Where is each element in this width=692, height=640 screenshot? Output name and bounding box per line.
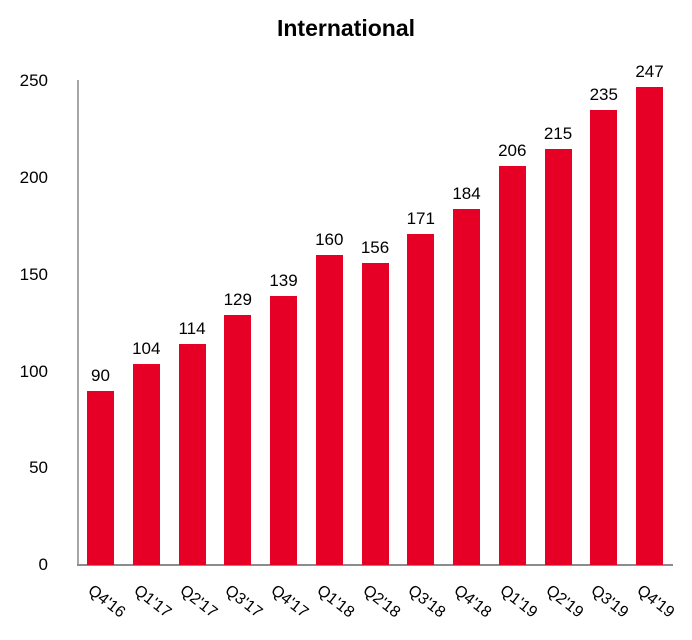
y-tick-label: 50 — [29, 458, 48, 478]
bar — [87, 390, 114, 565]
x-axis-line — [77, 564, 673, 566]
bar — [315, 255, 343, 565]
data-label: 184 — [452, 183, 481, 203]
data-label: 104 — [132, 338, 161, 358]
x-tick-label: Q3'17 — [221, 582, 266, 622]
data-label: 160 — [315, 230, 344, 250]
x-tick-label: Q2'17 — [176, 582, 220, 622]
data-label: 171 — [406, 209, 435, 229]
y-tick-label: 200 — [19, 168, 48, 187]
y-tick-label: 100 — [19, 361, 48, 381]
chart-title: International — [276, 15, 415, 41]
bar — [498, 166, 526, 565]
data-label: 114 — [178, 319, 206, 339]
y-axis-line — [77, 80, 79, 566]
bar — [361, 263, 389, 565]
x-tick-label: Q1'18 — [313, 582, 358, 622]
bar — [224, 315, 252, 565]
bar — [636, 87, 663, 565]
data-label: 247 — [635, 62, 664, 82]
y-tick-label: 150 — [19, 264, 48, 284]
x-tick-label: Q4'16 — [84, 582, 129, 622]
bar — [544, 148, 572, 565]
data-label: 139 — [269, 271, 298, 291]
bar — [407, 234, 435, 565]
bar — [453, 208, 480, 565]
x-tick-label: Q4'17 — [267, 582, 312, 622]
x-tick-label: Q1'19 — [496, 582, 541, 622]
data-label: 90 — [91, 365, 110, 385]
bar — [590, 110, 618, 565]
x-tick-label: Q2'18 — [359, 582, 403, 622]
bar — [270, 296, 297, 565]
x-tick-label: Q4'19 — [633, 582, 678, 622]
data-label: 206 — [498, 141, 527, 161]
x-tick-label: Q3'18 — [404, 582, 449, 622]
x-tick-label: Q3'19 — [587, 582, 632, 622]
x-tick-label: Q4'18 — [450, 582, 495, 622]
y-tick-label: 250 — [19, 71, 48, 91]
data-label: 156 — [360, 238, 390, 258]
x-tick-label: Q2'19 — [542, 582, 586, 622]
data-label: 215 — [543, 123, 573, 143]
x-tick-label: Q1'17 — [130, 582, 175, 622]
bar — [132, 363, 160, 565]
data-label: 235 — [589, 85, 618, 105]
y-tick-label: 0 — [38, 555, 48, 574]
data-label: 129 — [223, 290, 252, 310]
bar — [178, 344, 206, 565]
